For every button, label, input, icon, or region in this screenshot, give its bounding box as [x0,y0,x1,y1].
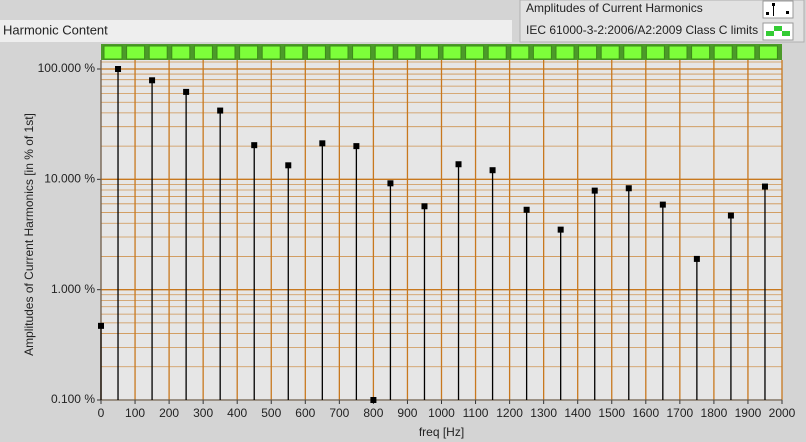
cursor-button [193,45,213,60]
x-tick-label: 400 [227,406,247,420]
y-tick-label: 10.000 % [44,172,95,186]
legend-label: Amplitudes of Current Harmonics [526,1,703,15]
x-tick-label: 1400 [564,406,591,420]
cursor-button [397,45,417,60]
cursor-button [487,45,507,60]
legend [519,0,805,43]
legend-icon [766,12,769,15]
x-tick-label: 500 [261,406,281,420]
cursor-button [126,45,146,60]
chart-title: Harmonic Content [3,22,108,37]
x-tick-label: 900 [397,406,417,420]
marker [319,140,326,147]
x-tick-label: 1000 [428,406,455,420]
marker [421,203,428,210]
marker [761,183,768,190]
legend-icon [786,11,789,14]
cursor-button [329,45,349,60]
y-axis-label: Amplitudes of Current Harmonics [in % of… [22,113,36,356]
x-tick-label: 1600 [632,406,659,420]
x-tick-label: 1700 [666,406,693,420]
marker [251,142,258,149]
x-tick-label: 1500 [598,406,625,420]
marker [183,88,190,95]
x-tick-label: 1100 [463,406,489,420]
cursor-button [510,45,530,60]
legend-icon [774,26,782,31]
x-tick-label: 100 [125,406,145,420]
cursor-button [261,45,281,60]
marker [285,162,292,169]
cursor-button [555,45,575,60]
marker [489,167,496,174]
x-tick-label: 1300 [530,406,557,420]
marker [370,397,377,403]
legend-icon [766,31,774,36]
y-tick-label: 100.000 % [38,61,96,75]
cursor-button [691,45,711,60]
cursor-button [148,45,168,60]
x-tick-label: 2000 [769,406,796,420]
cursor-button [645,45,665,60]
x-tick-label: 800 [363,406,383,420]
cursor-button [171,45,191,60]
cursor-button [284,45,304,60]
marker [115,66,122,72]
marker [557,226,564,233]
cursor-button [239,45,259,60]
legend-icon-box [762,0,794,19]
cursor-button [442,45,462,60]
marker [353,143,360,150]
x-tick-label: 700 [329,406,349,420]
cursor-button [216,45,236,60]
x-tick-label: 1200 [496,406,523,420]
legend-label: IEC 61000-3-2:2006/A2:2009 Class C limit… [526,23,758,37]
marker [98,322,104,329]
cursor-button [578,45,598,60]
x-tick-label: 0 [98,406,105,420]
cursor-button [306,45,326,60]
cursor-button [623,45,643,60]
legend-icon [782,31,790,36]
y-tick-label: 1.000 % [51,282,95,296]
x-tick-label: 600 [295,406,315,420]
cursor-button [600,45,620,60]
cursor-button [374,45,394,60]
cursor-button [352,45,372,60]
cursor-button [532,45,552,60]
marker [591,187,598,194]
marker [455,161,462,168]
cursor-button [465,45,485,60]
x-tick-label: 300 [193,406,213,420]
marker [387,180,394,187]
title-box [0,20,512,42]
x-tick-label: 1800 [701,406,728,420]
cursor-button [419,45,439,60]
y-tick-label: 0.100 % [51,392,95,406]
marker [625,185,632,192]
cursor-button [668,45,688,60]
marker [693,255,700,262]
marker [523,206,530,213]
x-axis-label: freq [Hz] [419,425,464,439]
cursor-button [736,45,756,60]
marker [727,212,734,219]
x-tick-label: 1900 [735,406,762,420]
marker [217,107,224,114]
cursor-button [103,45,123,60]
x-tick-label: 200 [159,406,179,420]
cursor-button [713,45,733,60]
marker [149,77,156,84]
marker [659,201,666,208]
cursor-button [758,45,778,60]
